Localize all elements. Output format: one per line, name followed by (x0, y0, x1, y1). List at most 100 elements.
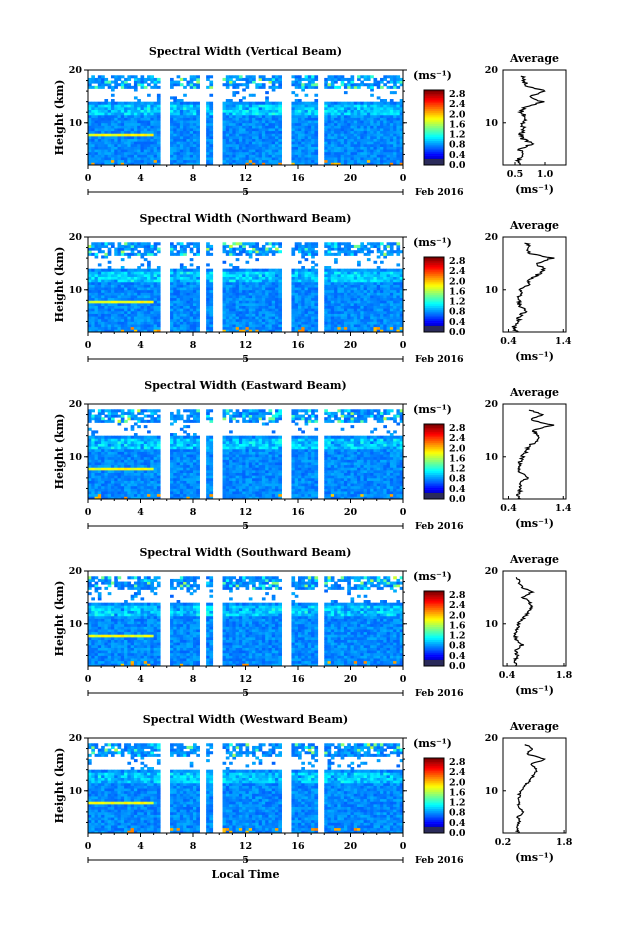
heatmap-cell (114, 138, 118, 142)
heatmap-cell (133, 329, 138, 333)
heatmap-cell (350, 101, 355, 105)
heatmap-cell (245, 141, 250, 145)
heatmap-cell (265, 310, 269, 314)
heatmap-cell (140, 308, 145, 312)
heatmap-cell (360, 109, 365, 113)
heatmap-cell (373, 295, 378, 299)
heatmap-cell (120, 85, 125, 89)
heatmap-cell (311, 135, 315, 140)
heatmap-cell (399, 112, 404, 116)
heatmap-cell (107, 149, 112, 153)
heatmap-cell (278, 289, 282, 293)
heatmap-cell (393, 130, 397, 134)
heatmap-cell (248, 316, 253, 320)
heatmap-cell (130, 295, 135, 299)
heatmap-cell (330, 130, 335, 134)
heatmap-cell (173, 149, 177, 153)
heatmap-cell (304, 281, 309, 285)
heatmap-cell (380, 85, 384, 89)
heatmap-cell (101, 101, 105, 105)
heatmap-cell (88, 326, 92, 330)
heatmap-cell (301, 138, 305, 142)
heatmap-cell (327, 149, 332, 153)
heatmap-cell (133, 162, 138, 166)
heatmap-cell (350, 157, 355, 161)
heatmap-cell (91, 310, 95, 314)
heatmap-cell (337, 122, 342, 126)
colorbar-segment (424, 127, 444, 130)
heatmap-cell (307, 321, 312, 325)
heatmap-cell (255, 120, 260, 124)
heatmap-cell (291, 80, 296, 84)
heatmap-cell (232, 316, 237, 320)
heatmap-cell (104, 316, 109, 320)
heatmap-cell (127, 295, 132, 299)
heatmap-cell (252, 324, 256, 328)
heatmap-cell (324, 276, 328, 280)
heatmap-cell (110, 75, 115, 79)
colorbar-segment (424, 118, 444, 121)
heatmap-cell (88, 438, 92, 442)
heatmap-cell (353, 143, 358, 147)
heatmap-cell (104, 101, 109, 105)
heatmap-cell (238, 324, 243, 328)
heatmap-cell (389, 122, 394, 126)
heatmap-cell (255, 138, 260, 142)
heatmap-cell (88, 305, 92, 309)
heatmap-cell (196, 250, 200, 254)
heatmap-cell (311, 281, 315, 285)
heatmap-cell (150, 143, 155, 147)
heatmap-cell (383, 120, 387, 124)
heatmap-cell (399, 300, 404, 304)
heatmap-cell (156, 120, 161, 124)
heatmap-cell (275, 300, 279, 304)
heatmap-cell (314, 242, 319, 246)
colorbar-segment (424, 135, 444, 138)
heatmap-cell (389, 117, 394, 121)
heatmap-cell (343, 157, 348, 161)
heatmap-cell (275, 247, 279, 251)
heatmap-cell (327, 326, 332, 330)
heatmap-cell (327, 289, 332, 293)
heatmap-cell (298, 313, 302, 317)
heatmap-cell (340, 162, 345, 166)
heatmap-cell (209, 297, 214, 301)
heatmap-cell (304, 114, 309, 118)
heatmap-cell (94, 273, 99, 277)
heatmap-cell (373, 104, 378, 108)
heatmap-cell (206, 133, 210, 137)
heatmap-cell (127, 268, 132, 272)
heatmap-cell (176, 250, 181, 254)
heatmap-cell (242, 162, 246, 166)
colorbar-segment (424, 106, 444, 110)
heatmap-cell (252, 133, 256, 137)
heatmap-cell (124, 117, 128, 121)
heatmap-cell (156, 271, 161, 275)
heatmap-cell (343, 154, 348, 158)
heatmap-cell (140, 104, 145, 108)
heatmap-cell (140, 128, 145, 132)
heatmap-cell (229, 120, 233, 124)
heatmap-cell (248, 244, 253, 248)
heatmap-cell (150, 302, 155, 307)
heatmap-cell (366, 242, 371, 246)
heatmap-cell (330, 128, 335, 132)
heatmap-cell (225, 313, 230, 317)
heatmap-cell (130, 281, 135, 285)
heatmap-cell (88, 446, 92, 450)
heatmap-cell (334, 268, 338, 272)
heatmap-cell (396, 130, 401, 134)
heatmap-cell (301, 300, 305, 304)
heatmap-cell (307, 109, 312, 113)
heatmap-cell (366, 313, 371, 317)
heatmap-cell (314, 289, 319, 293)
heatmap-cell (225, 318, 230, 322)
heatmap-cell (91, 279, 95, 283)
heatmap-cell (340, 75, 345, 79)
heatmap-cell (343, 109, 348, 113)
heatmap-cell (327, 135, 332, 140)
heatmap-cell (143, 146, 148, 150)
heatmap-cell (311, 260, 315, 264)
heatmap-cell (389, 302, 394, 307)
heatmap-cell (304, 284, 309, 288)
